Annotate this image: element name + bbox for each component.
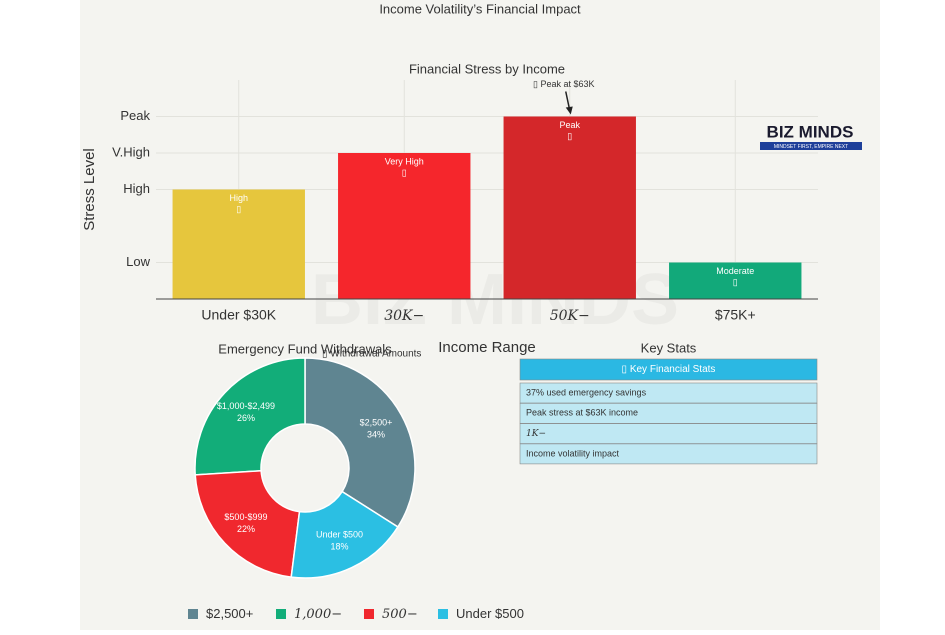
table-header-cell [519,358,818,381]
value-label: Very High [385,156,424,166]
table-header: ▯ Key Financial Stats [622,364,716,375]
x-axis-label: Income Range [438,339,536,356]
y-tick-label: V.High [112,144,150,159]
value-label-icon: ▯ [567,131,572,141]
slice-value: 26% [237,413,255,423]
bar [338,153,471,299]
x-tick-label: 30K− [384,308,424,324]
x-tick-label: 50K− [550,308,590,324]
value-label: Moderate [716,266,754,276]
donut-slice [290,490,399,579]
x-tick-label: Under $30K [201,307,276,323]
legend-label: $2,500+ [206,606,253,621]
value-label: High [229,193,248,203]
chart-title: Financial Stress by Income [409,61,565,76]
bar [172,189,305,299]
chart-title: Emergency Fund Withdrawals [218,341,392,356]
slice-label: $1,000-$2,499 [217,401,275,411]
logo-name: BIZ MINDS [767,122,854,141]
logo-tagline: MINDSET FIRST, EMPIRE NEXT [774,144,848,150]
logo-bar [760,142,862,150]
y-tick-label: Low [126,254,150,269]
value-label: Peak [559,120,580,130]
legend-swatch [276,609,286,619]
legend-swatch [188,609,198,619]
legend-swatch [438,609,448,619]
donut-slice [194,469,301,578]
page-title: Income Volatility’s Financial Impact [379,1,581,16]
slice-label: Under $500 [316,530,363,540]
donut-slice [194,357,306,476]
bar [503,116,636,299]
value-label-icon: ▯ [733,277,738,287]
value-label-icon: ▯ [402,167,407,177]
table-cell-text: Peak stress at $63K income [526,408,638,418]
legend-label: Under $500 [456,606,524,621]
table-cell-text: Income volatility impact [526,448,620,458]
legend-label: 1,000− [294,607,342,622]
slice-value: 18% [330,542,348,552]
donut-slice [304,357,416,528]
slice-label: $2,500+ [360,417,393,427]
annotation-arrowhead [565,106,573,115]
legend-label: 500− [382,607,418,622]
slice-label: $500-$999 [224,512,267,522]
x-tick-label: $75K+ [715,307,756,323]
table-cell-text: 1K− [526,429,546,439]
table-title: Key Stats [641,340,697,355]
slice-value: 22% [237,524,255,534]
y-tick-label: High [123,181,150,196]
y-axis-label: Stress Level [81,148,98,231]
table-cell [519,443,818,465]
y-tick-label: Peak [120,108,150,123]
annotation: ▯ Peak at $63K [533,79,595,89]
slice-value: 34% [367,429,385,439]
legend-swatch [364,609,374,619]
table-cell-text: 37% used emergency savings [526,387,647,397]
legend-title: ▯ Withdrawal Amounts [322,349,421,360]
bar [669,262,802,299]
table-cell [519,402,818,424]
table-cell [519,423,818,444]
value-label-icon: ▯ [236,204,241,214]
